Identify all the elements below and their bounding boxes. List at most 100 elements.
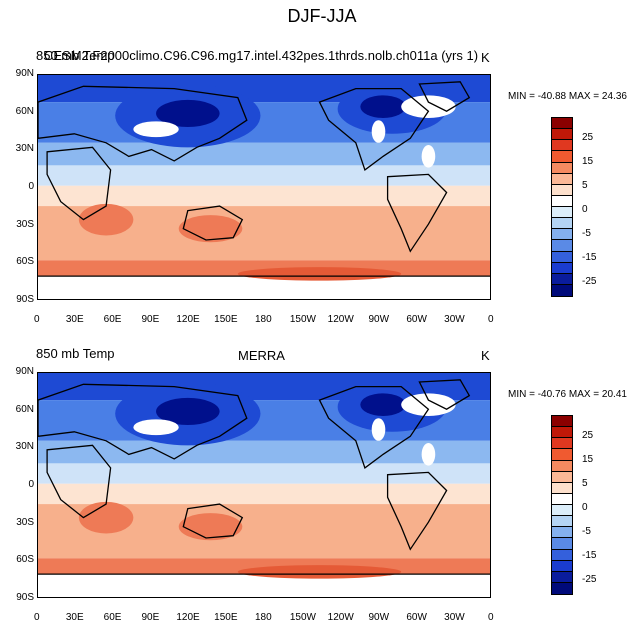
minmax-stats: MIN = -40.88 MAX = 24.36 <box>508 91 627 102</box>
band-tropics-south <box>38 185 490 207</box>
lon-tick-label: 60E <box>103 612 122 623</box>
warm-band-antarctic-coast <box>237 565 402 579</box>
lon-tick-label: 150W <box>289 612 316 623</box>
temperature-field <box>38 75 490 299</box>
lon-tick-label: 120W <box>327 612 354 623</box>
coastline-north-america <box>318 87 430 171</box>
lon-tick-label: 60E <box>103 314 122 325</box>
colorbar-label: -5 <box>582 228 591 239</box>
colorbar-segment <box>552 151 572 163</box>
lat-tick-label: 60S <box>16 256 34 268</box>
colorbar-segment <box>552 240 572 252</box>
warm-region-australia <box>178 513 243 541</box>
lat-tick-label: 30S <box>16 516 34 528</box>
cold-core-siberia <box>156 99 220 127</box>
colorbar-segment <box>552 129 572 141</box>
lon-tick-label: 0 <box>34 314 40 325</box>
band-tropics-north <box>38 165 490 186</box>
lon-tick-label: 150E <box>214 612 238 623</box>
colorbar-segment <box>552 449 572 461</box>
missing-rockies <box>371 120 386 143</box>
colorbar <box>551 117 573 297</box>
colorbar-label: 0 <box>582 502 588 513</box>
colorbar-label: 15 <box>582 156 594 167</box>
lat-tick-label: 90S <box>16 592 34 603</box>
lon-tick-label: 90E <box>141 612 160 623</box>
colorbar-segment <box>552 273 572 285</box>
band-north-sub <box>38 440 490 464</box>
lon-tick-label: 150E <box>214 314 238 325</box>
lon-tick-label: 30E <box>65 314 84 325</box>
colorbar-segment <box>552 262 572 274</box>
band-antarctica <box>38 574 490 597</box>
colorbar-segment <box>552 284 572 296</box>
lon-tick-label: 150W <box>289 314 316 325</box>
colorbar-segment <box>552 207 572 219</box>
colorbar-segment <box>552 549 572 561</box>
coastline-south-america <box>386 173 448 253</box>
colorbar-label: -25 <box>582 574 597 585</box>
colorbar-label: -25 <box>582 276 597 287</box>
warm-region-south-africa <box>78 203 134 236</box>
lat-tick-label: 90N <box>15 68 34 79</box>
missing-andes <box>421 145 436 168</box>
missing-rockies <box>371 418 386 441</box>
lat-tick-label: 30S <box>16 218 34 230</box>
lon-tick-label: 60W <box>406 612 427 623</box>
lon-tick-label: 90W <box>368 612 390 623</box>
lat-tick-label: 90S <box>16 294 34 305</box>
colorbar-segment <box>552 416 572 428</box>
warm-band-antarctic-coast <box>237 267 402 281</box>
colorbar-label: -5 <box>582 526 591 537</box>
coastline-north-america <box>318 385 430 469</box>
coastline-south-america <box>386 471 448 551</box>
missing-tibet <box>133 419 179 436</box>
map-plot-merra <box>37 372 491 598</box>
lon-tick-label: 180 <box>255 612 272 623</box>
lon-tick-label: 120W <box>327 314 354 325</box>
lon-tick-label: 120E <box>176 314 200 325</box>
coastline-africa <box>46 146 112 221</box>
cold-core-canada <box>360 95 406 118</box>
warm-region-australia <box>178 215 243 243</box>
colorbar-segment <box>552 538 572 550</box>
missing-andes <box>421 443 436 466</box>
cold-core-canada <box>360 393 406 416</box>
colorbar-label: -15 <box>582 550 597 561</box>
colorbar-segment <box>552 195 572 207</box>
missing-greenland <box>401 393 456 416</box>
colorbar-label: 25 <box>582 132 594 143</box>
colorbar-segment <box>552 560 572 572</box>
colorbar-label: 25 <box>582 430 594 441</box>
colorbar-segment <box>552 493 572 505</box>
band-antarctica <box>38 276 490 299</box>
colorbar-label: 5 <box>582 180 588 191</box>
colorbar-segment <box>552 173 572 185</box>
missing-tibet <box>133 121 179 138</box>
lon-tick-label: 180 <box>255 314 272 325</box>
coastline-eurasia <box>38 85 248 162</box>
lon-tick-label: 0 <box>488 612 494 623</box>
lon-tick-label: 30W <box>444 612 465 623</box>
band-tropics-south <box>38 483 490 505</box>
colorbar-segment <box>552 140 572 152</box>
panel-units: K <box>481 50 490 65</box>
colorbar-segment <box>552 251 572 263</box>
coastline-australia <box>182 503 244 539</box>
colorbar-segment <box>552 184 572 196</box>
map-plot-model <box>37 74 491 300</box>
colorbar-segment <box>552 527 572 539</box>
colorbar-segment <box>552 516 572 528</box>
panel-left-title: 850 mb Temp <box>36 48 115 63</box>
lon-tick-label: 90W <box>368 314 390 325</box>
coastline-greenland <box>418 379 471 410</box>
colorbar-segment <box>552 427 572 439</box>
panel-center-title: MERRA <box>238 348 285 363</box>
lon-tick-label: 0 <box>488 314 494 325</box>
coastline-africa <box>46 444 112 519</box>
colorbar-label: -15 <box>582 252 597 263</box>
colorbar-segment <box>552 218 572 230</box>
colorbar-segment <box>552 460 572 472</box>
lat-tick-label: 90N <box>15 366 34 377</box>
lat-tick-label: 60N <box>15 403 34 415</box>
